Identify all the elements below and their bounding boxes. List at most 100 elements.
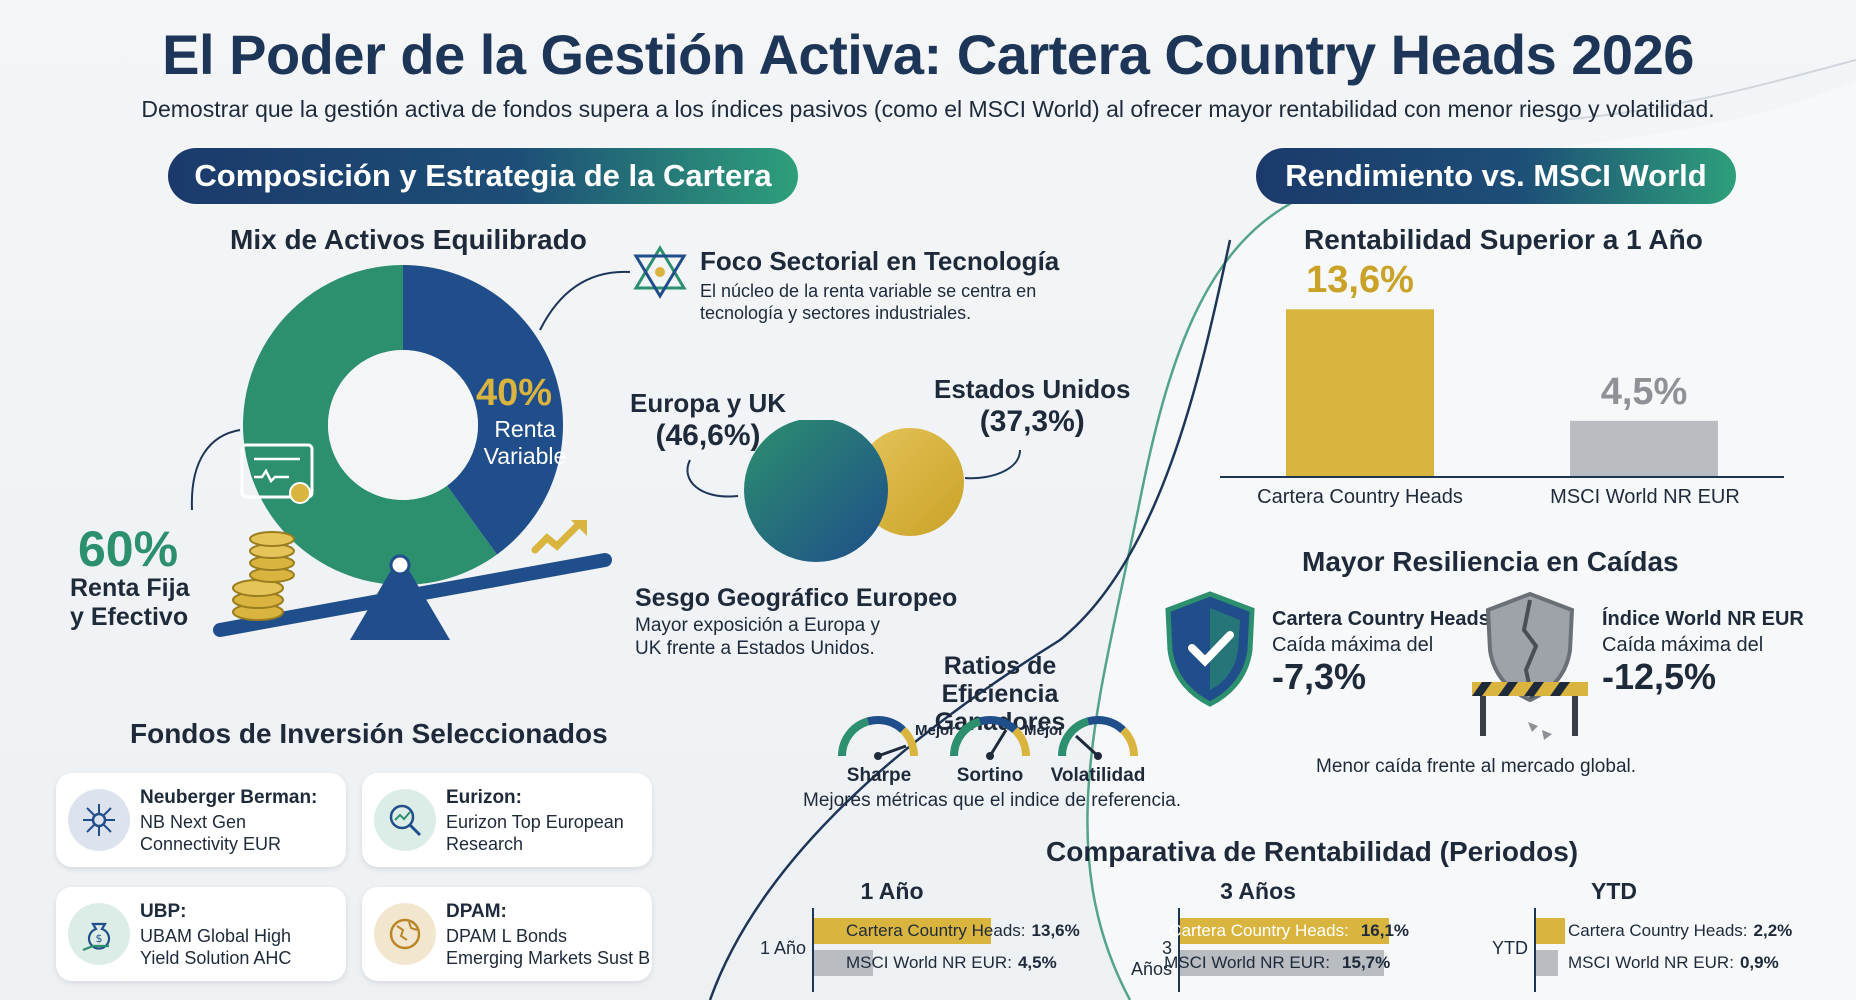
comparison-group-title: 1 Año <box>860 878 924 904</box>
fund-name: UBP: <box>140 901 187 922</box>
comparison-row-label: MSCI World NR EUR: <box>1164 953 1331 972</box>
comparison-axis <box>812 908 814 992</box>
comparison-group-title: 3 Años <box>1220 878 1296 904</box>
resilience-index-label: Caída máxima del <box>1602 634 1764 656</box>
comparison-row-msci: MSCI World NR EUR: 4,5% <box>826 950 1057 976</box>
bar-msci <box>1570 420 1718 476</box>
bar-msci-value: 4,5% <box>1600 370 1688 413</box>
fund-card-dpam[interactable]: DPAM: DPAM L Bonds Emerging Markets Sust … <box>362 887 652 981</box>
donut-segment-fija <box>243 265 498 585</box>
geo-europe-pct: (46,6%) <box>655 419 761 452</box>
geo-europe-label: Europa y UK (46,6%) <box>630 388 786 453</box>
resilience-cartera-value: -7,3% <box>1272 656 1367 697</box>
fund-desc: NB Next Gen Connectivity EUR <box>140 811 340 855</box>
comparison-bar-cartera <box>1180 918 1390 944</box>
ratio-better-1: Mejor <box>915 722 956 739</box>
fund-card-ubp[interactable]: $ UBP: UBAM Global High Yield Solution AH… <box>56 887 346 981</box>
donut-segment-variable <box>403 265 563 555</box>
comparison-row-label: MSCI World NR EUR: <box>846 953 1012 972</box>
variable-label-line1: Renta <box>494 416 556 442</box>
donut-chart <box>213 265 612 640</box>
fund-name: Neuberger Berman: <box>140 787 318 808</box>
foco-text-line2: tecnología y sectores industriales. <box>700 303 972 323</box>
comparison-row-cartera: Cartera Country Heads: 2,2% <box>1548 918 1792 944</box>
fund-desc: Eurizon Top European Research <box>446 811 646 855</box>
resilience-cartera-label: Caída máxima del <box>1272 634 1434 656</box>
comparison-row-msci: MSCI World NR EUR: 0,9% <box>1548 950 1779 976</box>
resilience-caption: Menor caída frente al mercado global. <box>1316 756 1637 777</box>
comparison-bar-msci <box>814 950 873 976</box>
fija-label-line2: y Efectivo <box>70 603 189 631</box>
bar-msci-label: MSCI World NR EUR <box>1550 486 1740 508</box>
comparison-row-cartera: Cartera Country Heads: 16,1% <box>1169 918 1409 944</box>
fund-desc-line1: DPAM L Bonds <box>446 926 568 946</box>
variable-pct: 40% <box>476 372 553 414</box>
comparison-row-label: Cartera Country Heads: <box>846 921 1026 940</box>
fund-card-neuberger[interactable]: Neuberger Berman: NB Next Gen Connectivit… <box>56 773 346 867</box>
ratio-gauges <box>838 715 1139 760</box>
geo-text: Mayor exposición a Europa y UK frente a … <box>635 614 880 660</box>
comparison-row-cartera: Cartera Country Heads: 13,6% <box>826 918 1080 944</box>
comparison-axis <box>1534 908 1536 992</box>
geo-text-line1: Mayor exposición a Europa y <box>635 615 881 636</box>
coins-icon <box>232 531 295 621</box>
seesaw-icon <box>213 553 612 640</box>
fund-desc-line2: Connectivity EUR <box>140 834 282 854</box>
atom-tech-icon <box>633 245 687 299</box>
comparison-row-label: MSCI World NR EUR: <box>1568 953 1734 972</box>
bar-cartera-value: 13,6% <box>1306 259 1414 302</box>
comparison-row-label: Cartera Country Heads: <box>1568 921 1748 940</box>
comparison-row-value: 0,9% <box>1739 953 1779 972</box>
gauge-icon <box>1058 715 1139 760</box>
fund-desc-line2: Emerging Markets Sust B <box>446 948 651 968</box>
bar-cartera-label: Cartera Country Heads <box>1257 486 1463 508</box>
ratios-caption: Mejores métricas que el indice de refere… <box>803 790 1182 811</box>
comparison-axis-label: 1 Año <box>759 938 806 958</box>
foco-text: El núcleo de la renta variable se centra… <box>700 280 1036 324</box>
variable-label: Renta Variable <box>470 416 580 470</box>
geo-europe-circle <box>744 420 888 562</box>
comparison-bar-msci <box>1536 950 1558 976</box>
fund-desc-line1: NB Next Gen <box>140 812 247 832</box>
gauge-icon <box>838 715 919 760</box>
foco-title: Foco Sectorial en Tecnología <box>700 246 1060 276</box>
variable-label-line2: Variable <box>483 443 567 469</box>
comparison-bar-cartera <box>1536 918 1565 944</box>
comparison-title: Comparativa de Rentabilidad (Periodos) <box>1046 836 1579 867</box>
resilience-cartera-name: Cartera Country Heads <box>1272 608 1490 630</box>
comparison-axis <box>1178 908 1180 992</box>
network-icon <box>68 789 130 851</box>
fija-label-line1: Renta Fija <box>70 574 190 602</box>
fund-desc-line2: Research <box>446 834 524 854</box>
bar-chart <box>1220 309 1784 478</box>
comparison-row-value: 15,7% <box>1342 953 1391 972</box>
resilience-title: Mayor Resiliencia en Caídas <box>1302 546 1679 577</box>
magnifier-chart-icon <box>374 789 436 851</box>
fund-desc-line1: UBAM Global High <box>140 926 292 946</box>
connector-lines <box>190 270 631 511</box>
broken-shield-barrier-icon <box>1472 591 1588 740</box>
fund-desc: DPAM L Bonds Emerging Markets Sust B <box>446 925 651 969</box>
section-header-performance: Rendimiento vs. MSCI World <box>1256 148 1736 204</box>
geo-europe-name: Europa y UK <box>630 388 787 418</box>
comparison-row-msci: MSCI World NR EUR: 15,7% <box>1164 950 1390 976</box>
comparison-row-value: 4,5% <box>1017 953 1057 972</box>
certificate-icon <box>240 443 314 504</box>
comparison-bar-msci <box>1180 950 1385 976</box>
bar-cartera <box>1286 309 1434 476</box>
comparison-group-title: YTD <box>1591 878 1637 904</box>
geo-usa-pct: (37,3%) <box>979 405 1085 438</box>
resilience-index-value: -12,5% <box>1602 656 1717 697</box>
money-bag-hand-icon: $ <box>68 903 130 965</box>
ratio-sharpe: Sharpe <box>846 765 912 786</box>
comparison-axis-label: YTD <box>1492 938 1528 958</box>
section-header-composition: Composición y Estrategia de la Cartera <box>168 148 798 204</box>
comparison-row-value: 2,2% <box>1753 921 1793 940</box>
fund-card-eurizon[interactable]: Eurizon: Eurizon Top European Research <box>362 773 652 867</box>
geo-circles <box>686 420 1021 562</box>
geo-text-line2: UK frente a Estados Unidos. <box>635 638 875 659</box>
bar-chart-title: Rentabilidad Superior a 1 Año <box>1304 224 1703 255</box>
gauge-icon <box>950 715 1031 760</box>
fund-desc-line1: Eurizon Top European <box>446 812 624 832</box>
